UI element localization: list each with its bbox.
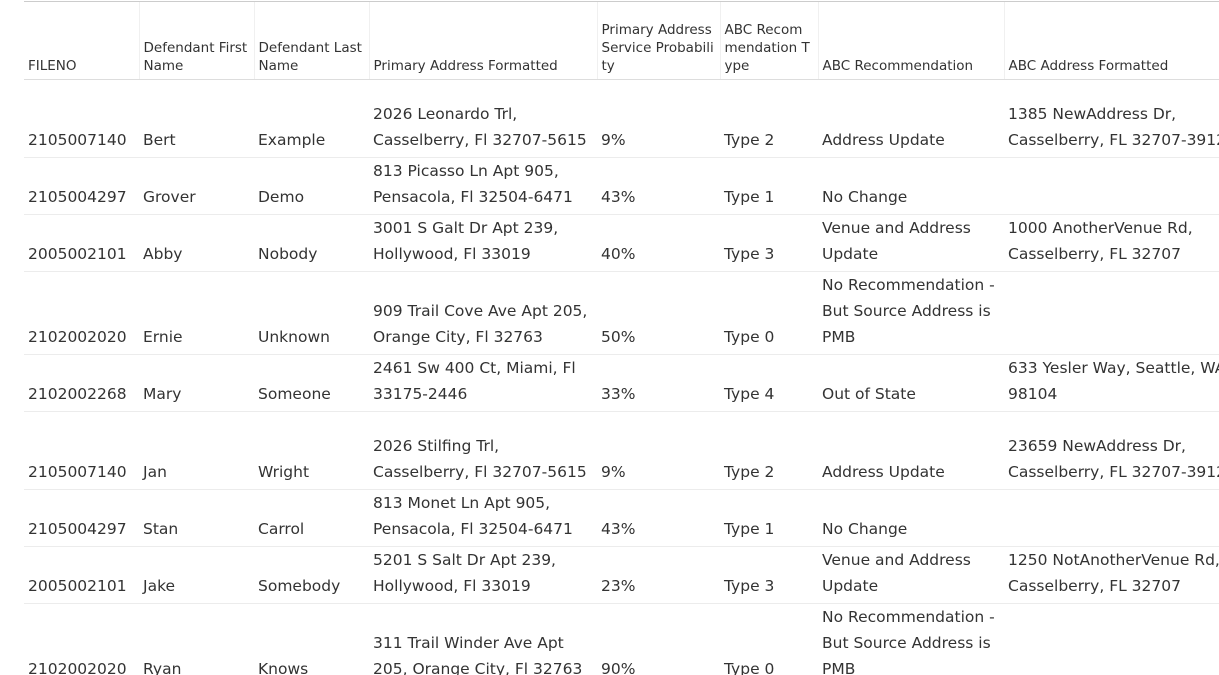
table-cell: Carrol bbox=[254, 490, 369, 547]
table-cell: No Recommendation - But Source Address i… bbox=[818, 604, 1004, 675]
table-cell bbox=[1004, 490, 1219, 547]
table-cell: 2105007140 bbox=[24, 412, 139, 490]
table-cell: Type 3 bbox=[720, 547, 818, 604]
table-cell: Venue and Address Update bbox=[818, 215, 1004, 272]
table-cell: 1250 NotAnotherVenue Rd, Casselberry, FL… bbox=[1004, 547, 1219, 604]
table-cell: 2105004297 bbox=[24, 490, 139, 547]
column-header[interactable]: Defendant First Name bbox=[139, 2, 254, 80]
table-cell: Ernie bbox=[139, 272, 254, 355]
table-cell: Unknown bbox=[254, 272, 369, 355]
table-cell: Jake bbox=[139, 547, 254, 604]
table-cell: 43% bbox=[597, 158, 720, 215]
table-cell: Jan bbox=[139, 412, 254, 490]
table-cell: 2105007140 bbox=[24, 80, 139, 158]
table-cell: 50% bbox=[597, 272, 720, 355]
table-cell bbox=[1004, 158, 1219, 215]
table-cell: 23% bbox=[597, 547, 720, 604]
table-cell: 2026 Stilfing Trl, Casselberry, Fl 32707… bbox=[369, 412, 597, 490]
table-cell: No Recommendation - But Source Address i… bbox=[818, 272, 1004, 355]
table-cell: 40% bbox=[597, 215, 720, 272]
column-header[interactable]: FILENO bbox=[24, 2, 139, 80]
table-cell: Nobody bbox=[254, 215, 369, 272]
table-cell: 2026 Leonardo Trl, Casselberry, Fl 32707… bbox=[369, 80, 597, 158]
table-cell: Somebody bbox=[254, 547, 369, 604]
table-cell: 813 Monet Ln Apt 905, Pensacola, Fl 3250… bbox=[369, 490, 597, 547]
table-cell: Type 0 bbox=[720, 272, 818, 355]
table-cell: 2005002101 bbox=[24, 547, 139, 604]
table-cell: 2461 Sw 400 Ct, Miami, Fl 33175-2446 bbox=[369, 355, 597, 412]
table-cell: 9% bbox=[597, 80, 720, 158]
table-cell: Type 4 bbox=[720, 355, 818, 412]
column-header[interactable]: ABC Recommendation Type bbox=[720, 2, 818, 80]
table-cell: 633 Yesler Way, Seattle, WA 98104 bbox=[1004, 355, 1219, 412]
table-cell: 2102002020 bbox=[24, 604, 139, 675]
table-cell: 1000 AnotherVenue Rd, Casselberry, FL 32… bbox=[1004, 215, 1219, 272]
table-cell: 9% bbox=[597, 412, 720, 490]
table-cell: No Change bbox=[818, 490, 1004, 547]
table-cell: Mary bbox=[139, 355, 254, 412]
table-cell: Out of State bbox=[818, 355, 1004, 412]
table-cell: Venue and Address Update bbox=[818, 547, 1004, 604]
column-header[interactable]: Primary Address Service Probability bbox=[597, 2, 720, 80]
table-cell: 33% bbox=[597, 355, 720, 412]
column-header[interactable]: Primary Address Formatted bbox=[369, 2, 597, 80]
table-cell: Example bbox=[254, 80, 369, 158]
table-cell: Bert bbox=[139, 80, 254, 158]
table-cell: Demo bbox=[254, 158, 369, 215]
table-cell: 1385 NewAddress Dr, Casselberry, FL 3270… bbox=[1004, 80, 1219, 158]
table-cell: Wright bbox=[254, 412, 369, 490]
table-cell: Abby bbox=[139, 215, 254, 272]
table-cell bbox=[1004, 272, 1219, 355]
table-cell: Ryan bbox=[139, 604, 254, 675]
table-cell: Address Update bbox=[818, 412, 1004, 490]
table-cell: 43% bbox=[597, 490, 720, 547]
table-cell: Type 2 bbox=[720, 80, 818, 158]
table-cell: 311 Trail Winder Ave Apt 205, Orange Cit… bbox=[369, 604, 597, 675]
table-cell: Someone bbox=[254, 355, 369, 412]
table-cell bbox=[1004, 604, 1219, 675]
table-cell: 5201 S Salt Dr Apt 239, Hollywood, Fl 33… bbox=[369, 547, 597, 604]
column-header[interactable]: ABC Address Formatted bbox=[1004, 2, 1219, 80]
table-cell: Address Update bbox=[818, 80, 1004, 158]
table-cell: 2105004297 bbox=[24, 158, 139, 215]
column-header[interactable]: Defendant Last Name bbox=[254, 2, 369, 80]
table-cell: Type 3 bbox=[720, 215, 818, 272]
table-cell: 2102002268 bbox=[24, 355, 139, 412]
table-cell: Type 2 bbox=[720, 412, 818, 490]
table-cell: 90% bbox=[597, 604, 720, 675]
table-cell: Type 0 bbox=[720, 604, 818, 675]
table-cell: Stan bbox=[139, 490, 254, 547]
table-cell: 2005002101 bbox=[24, 215, 139, 272]
table-cell: 909 Trail Cove Ave Apt 205, Orange City,… bbox=[369, 272, 597, 355]
table-cell: Knows bbox=[254, 604, 369, 675]
column-header[interactable]: ABC Recommendation bbox=[818, 2, 1004, 80]
table-cell: 23659 NewAddress Dr, Casselberry, FL 327… bbox=[1004, 412, 1219, 490]
table-cell: Type 1 bbox=[720, 158, 818, 215]
table-cell: Type 1 bbox=[720, 490, 818, 547]
table-cell: 2102002020 bbox=[24, 272, 139, 355]
table-cell: No Change bbox=[818, 158, 1004, 215]
table-cell: 3001 S Galt Dr Apt 239, Hollywood, Fl 33… bbox=[369, 215, 597, 272]
table-cell: Grover bbox=[139, 158, 254, 215]
table-cell: 813 Picasso Ln Apt 905, Pensacola, Fl 32… bbox=[369, 158, 597, 215]
